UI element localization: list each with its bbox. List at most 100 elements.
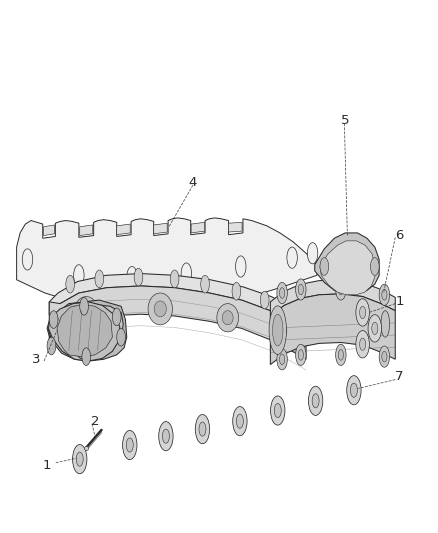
Circle shape <box>80 297 88 315</box>
Circle shape <box>347 376 361 405</box>
Circle shape <box>284 302 293 319</box>
Circle shape <box>199 422 206 436</box>
Circle shape <box>49 311 58 328</box>
Circle shape <box>260 291 269 309</box>
Circle shape <box>81 326 88 340</box>
Circle shape <box>356 299 369 326</box>
Text: 6: 6 <box>396 229 404 242</box>
Polygon shape <box>270 294 395 365</box>
Text: 3: 3 <box>32 353 40 366</box>
Circle shape <box>279 288 285 298</box>
Circle shape <box>356 330 369 358</box>
Circle shape <box>312 394 319 408</box>
Circle shape <box>134 268 143 286</box>
Polygon shape <box>117 224 130 235</box>
Text: 5: 5 <box>341 114 350 127</box>
Circle shape <box>201 276 209 293</box>
Circle shape <box>73 445 87 474</box>
Circle shape <box>82 348 91 366</box>
Circle shape <box>338 350 343 360</box>
Polygon shape <box>270 280 395 316</box>
Ellipse shape <box>217 304 239 332</box>
Circle shape <box>127 266 137 288</box>
Ellipse shape <box>222 311 233 325</box>
Polygon shape <box>48 304 123 348</box>
Circle shape <box>379 346 390 367</box>
Polygon shape <box>191 222 205 233</box>
Polygon shape <box>49 286 306 359</box>
Text: 1: 1 <box>396 295 404 309</box>
Circle shape <box>336 344 346 366</box>
Circle shape <box>368 314 381 342</box>
Text: 7: 7 <box>396 370 404 383</box>
Circle shape <box>117 328 125 346</box>
Circle shape <box>159 422 173 451</box>
Circle shape <box>296 279 306 300</box>
Circle shape <box>274 403 281 418</box>
Circle shape <box>372 322 378 335</box>
Ellipse shape <box>154 301 166 317</box>
Ellipse shape <box>148 293 173 325</box>
Circle shape <box>279 354 285 365</box>
Circle shape <box>360 306 366 319</box>
Ellipse shape <box>272 314 283 346</box>
Ellipse shape <box>381 311 390 337</box>
Circle shape <box>287 247 297 268</box>
Circle shape <box>298 284 304 295</box>
Circle shape <box>170 270 179 288</box>
Polygon shape <box>57 304 113 357</box>
Polygon shape <box>80 225 93 236</box>
Text: 2: 2 <box>91 415 99 427</box>
Circle shape <box>195 415 210 443</box>
Polygon shape <box>17 218 318 309</box>
Ellipse shape <box>74 296 99 328</box>
Polygon shape <box>320 241 375 295</box>
Circle shape <box>277 282 287 304</box>
Circle shape <box>379 284 390 305</box>
Circle shape <box>307 243 318 264</box>
Text: 4: 4 <box>189 176 197 189</box>
Circle shape <box>22 249 33 270</box>
Polygon shape <box>49 273 306 330</box>
Circle shape <box>76 317 92 349</box>
Polygon shape <box>229 222 242 232</box>
Polygon shape <box>48 302 120 361</box>
Circle shape <box>296 344 306 366</box>
Circle shape <box>71 306 97 359</box>
Circle shape <box>123 431 137 459</box>
Ellipse shape <box>80 304 92 320</box>
Circle shape <box>298 350 304 360</box>
Circle shape <box>338 284 343 295</box>
Text: 1: 1 <box>43 459 51 472</box>
Ellipse shape <box>277 324 287 337</box>
Circle shape <box>236 256 246 277</box>
Polygon shape <box>154 223 167 234</box>
Circle shape <box>271 396 285 425</box>
Circle shape <box>277 349 287 370</box>
Polygon shape <box>47 300 127 361</box>
Circle shape <box>237 414 244 428</box>
Polygon shape <box>44 225 54 236</box>
Polygon shape <box>315 233 379 293</box>
Circle shape <box>113 308 121 326</box>
Circle shape <box>233 407 247 436</box>
Circle shape <box>232 282 241 300</box>
Circle shape <box>320 257 328 276</box>
Circle shape <box>371 257 379 276</box>
Circle shape <box>126 438 133 452</box>
Circle shape <box>76 452 83 466</box>
Circle shape <box>308 386 323 415</box>
Ellipse shape <box>272 317 292 343</box>
Circle shape <box>162 429 170 443</box>
Circle shape <box>382 351 387 362</box>
Circle shape <box>382 289 387 300</box>
Circle shape <box>66 276 74 293</box>
Circle shape <box>336 279 346 300</box>
Circle shape <box>360 338 366 351</box>
Circle shape <box>74 265 84 286</box>
Circle shape <box>181 263 191 284</box>
Ellipse shape <box>269 306 286 354</box>
Circle shape <box>350 383 357 397</box>
Circle shape <box>95 270 104 288</box>
Circle shape <box>47 337 56 355</box>
